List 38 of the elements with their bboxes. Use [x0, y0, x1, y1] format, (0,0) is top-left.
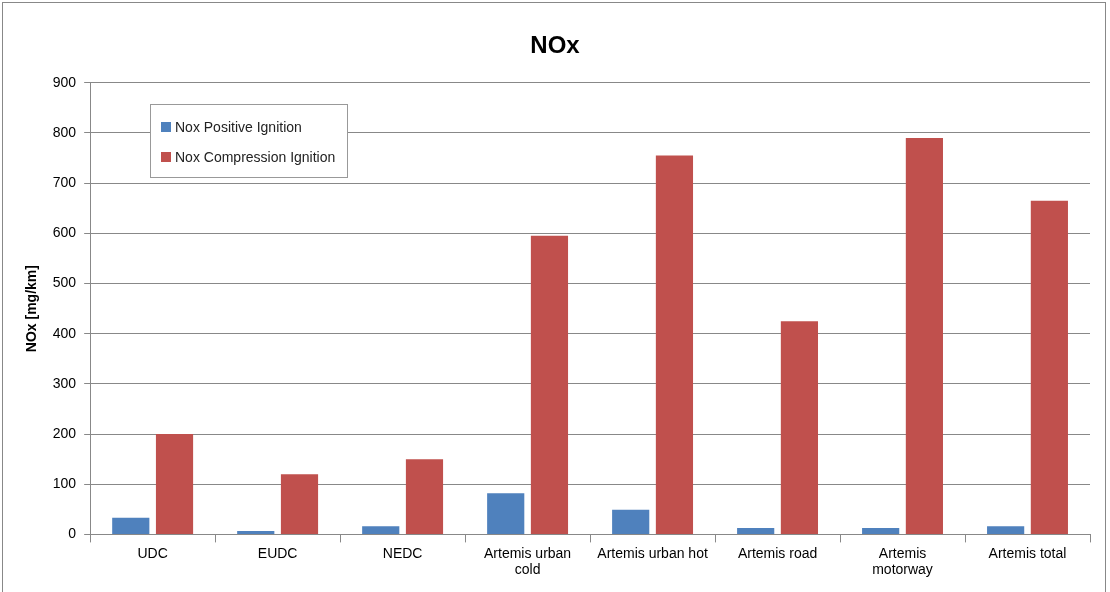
x-tick-label: NEDC	[382, 544, 423, 561]
bar	[487, 493, 525, 534]
y-tick-label: 0	[68, 525, 77, 542]
bar	[612, 509, 650, 534]
legend-label: Nox Positive Ignition	[175, 119, 302, 135]
x-tick-label: UDC	[137, 544, 168, 561]
legend-label: Nox Compression Ignition	[175, 149, 336, 165]
x-tick-label: Artemis motorway	[872, 544, 933, 578]
bar	[655, 155, 694, 534]
y-tick-label: 800	[52, 123, 77, 140]
bar	[280, 474, 319, 534]
bar	[362, 526, 400, 534]
y-tick-label: 600	[52, 224, 77, 241]
y-tick-label: 900	[52, 73, 77, 90]
bar	[237, 530, 275, 534]
bar	[987, 526, 1025, 534]
y-tick-label: 400	[52, 324, 77, 341]
bar	[112, 517, 150, 534]
bar	[737, 527, 775, 534]
x-tick-label: Artemis total	[988, 544, 1067, 561]
bar	[155, 434, 194, 534]
bar	[405, 459, 444, 534]
y-tick-label: 100	[52, 475, 77, 492]
bar	[905, 138, 943, 534]
y-axis-title: NOx [mg/km]	[23, 265, 40, 353]
x-tick-label: Artemis urban hot	[597, 544, 708, 561]
x-tick-label: EUDC	[257, 544, 298, 561]
y-tick-label: 200	[52, 424, 77, 441]
bar	[862, 527, 900, 534]
chart-title: NOx	[530, 31, 581, 59]
y-tick-label: 300	[52, 374, 77, 391]
x-tick-label: Artemis road	[737, 544, 818, 561]
bar	[780, 321, 819, 534]
y-tick-label: 500	[52, 274, 77, 291]
bar	[1030, 200, 1068, 534]
y-tick-label: 700	[52, 174, 77, 191]
x-tick-label: Artemis urban cold	[484, 544, 572, 578]
bar	[530, 235, 569, 534]
